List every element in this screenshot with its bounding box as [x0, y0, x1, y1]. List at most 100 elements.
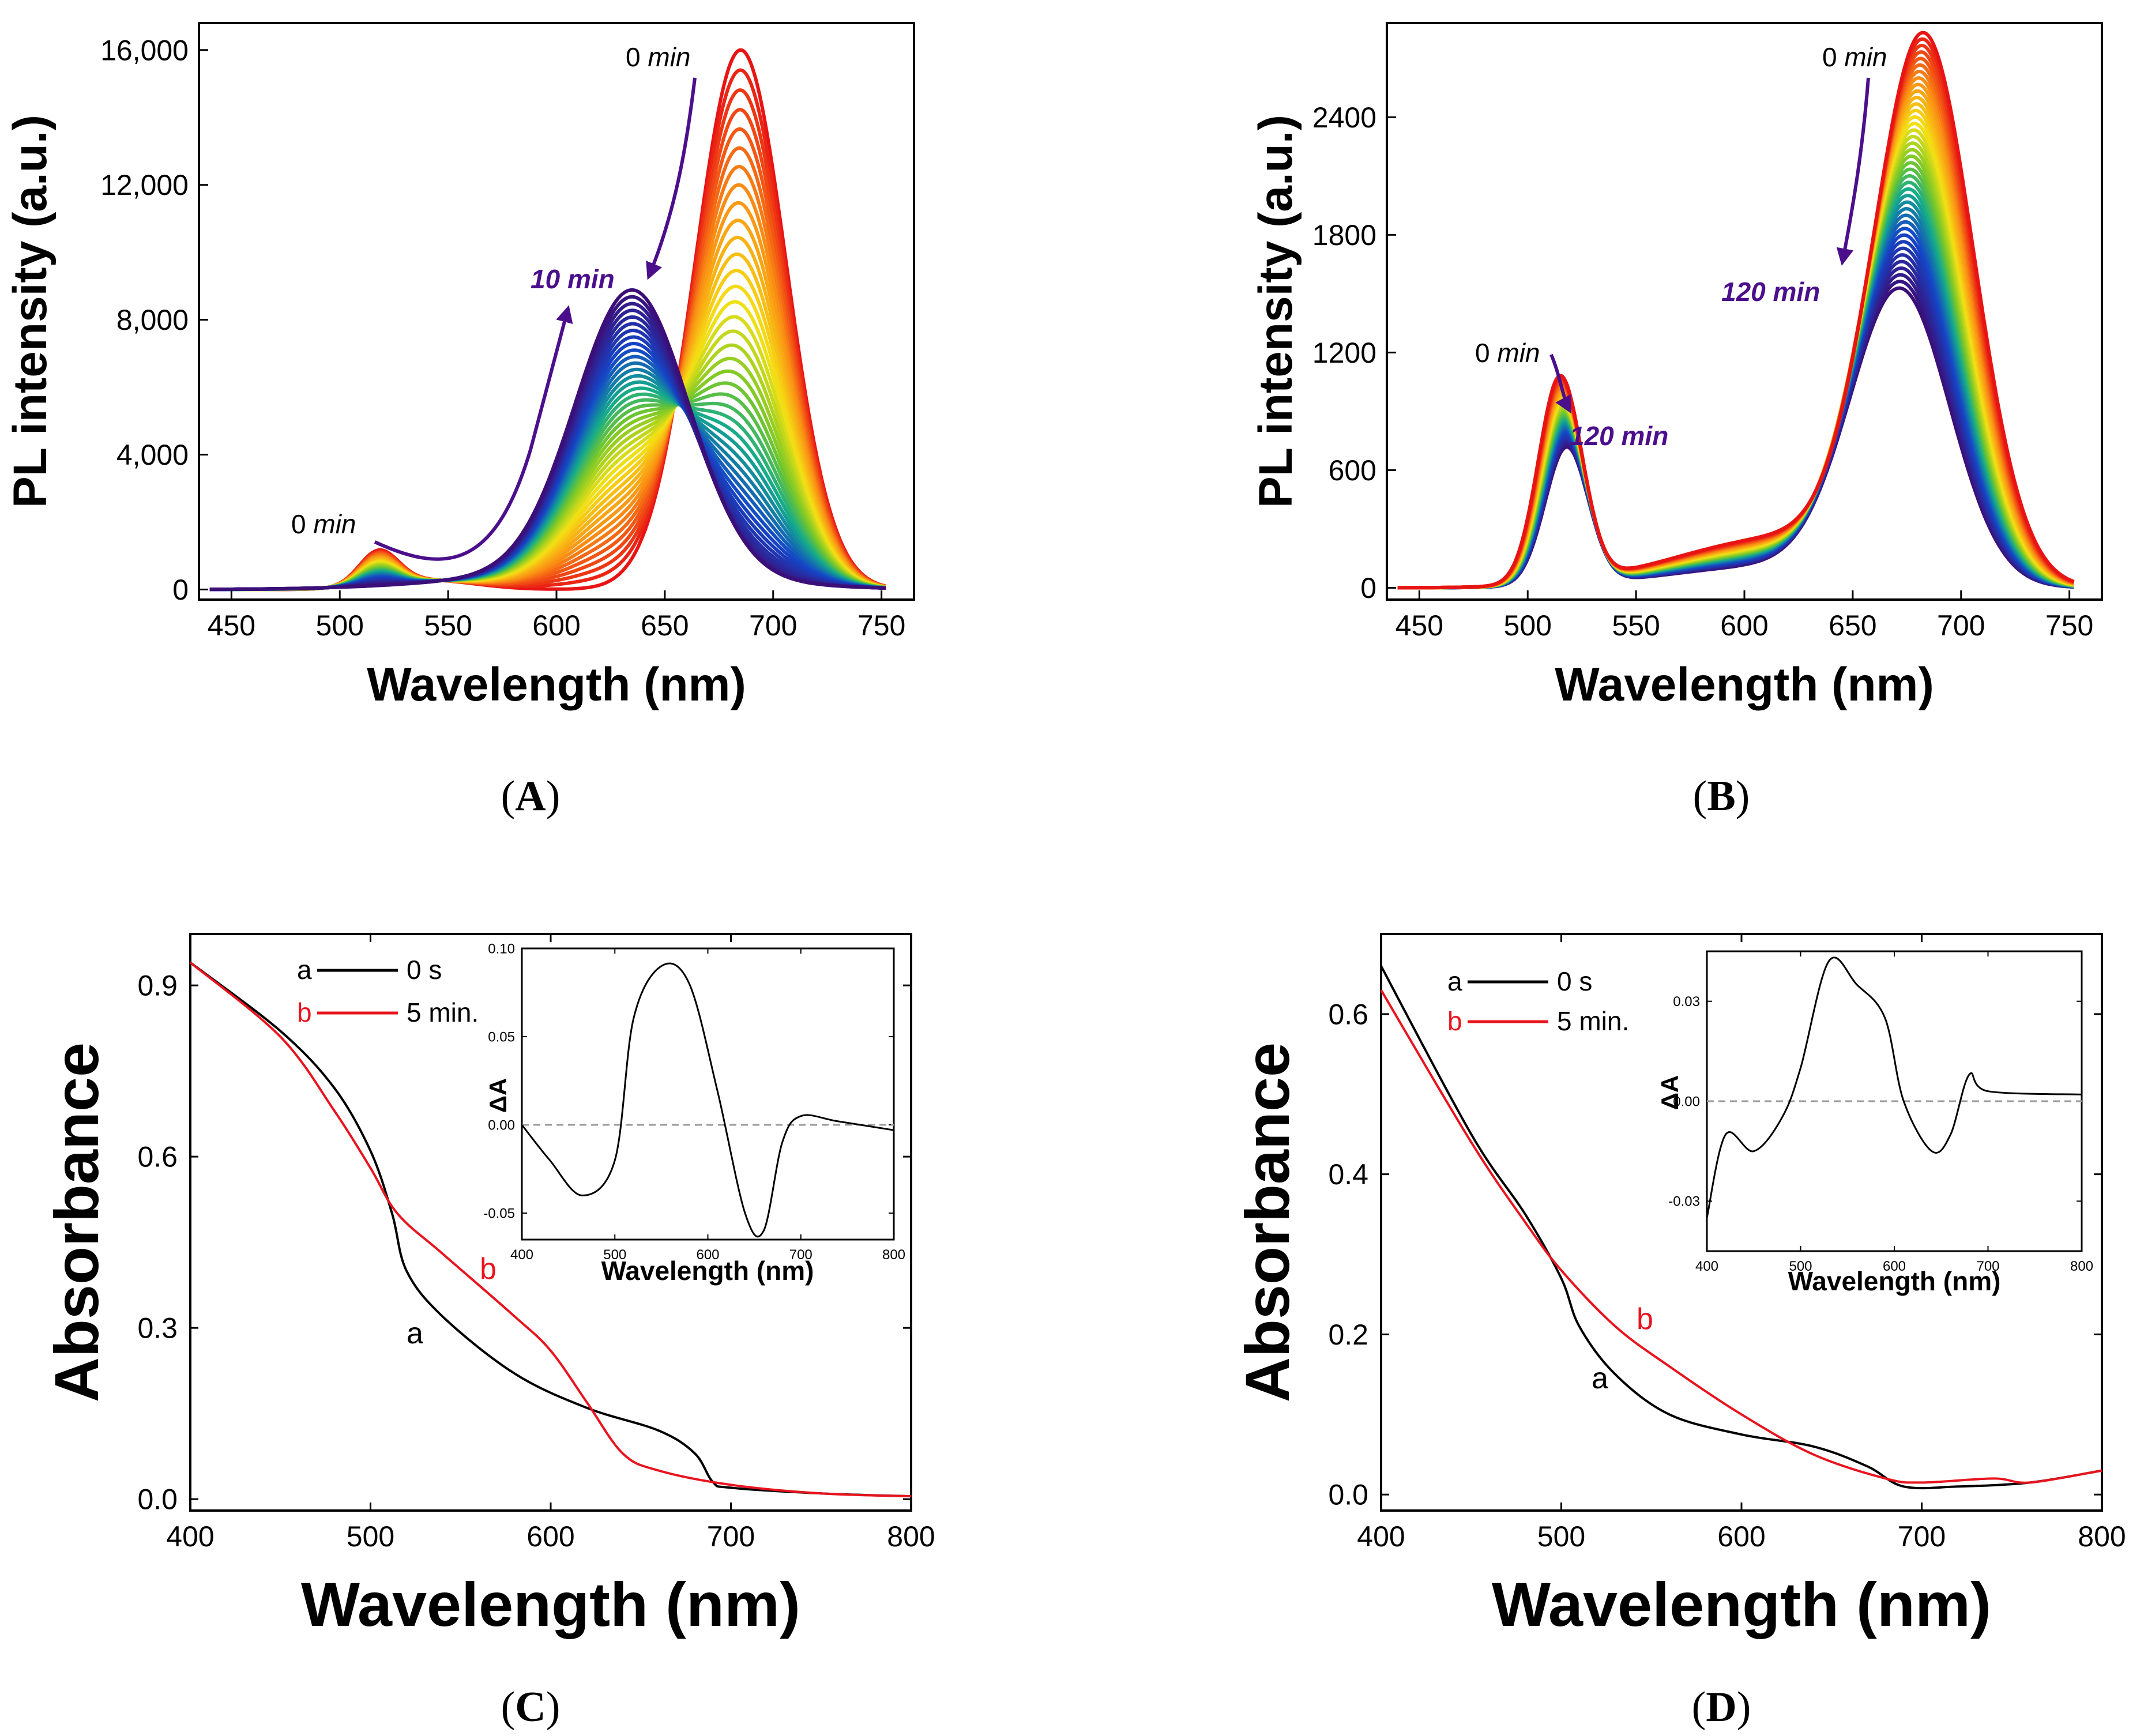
panel-c-label-close: ): [546, 1684, 561, 1731]
panel-b-label-open: (: [1693, 773, 1707, 820]
panel-a-xtick-label: 600: [532, 609, 580, 642]
panel-a-ytick-label: 16,000: [100, 34, 189, 66]
panel-a-ytick-label: 4,000: [116, 439, 189, 471]
panel-d-inset-series: [1706, 957, 2082, 1218]
panel-d-axes: 400 500 600 700 800 0.0 0.2 0.4 0.6: [1328, 934, 2126, 1553]
panel-b-label-letter: B: [1707, 773, 1735, 820]
panel-b-spectrum-line: [1397, 31, 2075, 590]
panel-b-ylabel: PL intensity (a.u.): [1250, 115, 1302, 508]
panel-a-ytick-label: 8,000: [116, 304, 189, 336]
panel-d-curve-label-a: a: [1592, 1362, 1608, 1395]
panel-d-series-a: [1380, 965, 2102, 1490]
panel-b-left-num: 0: [1475, 338, 1490, 368]
panel-d-legend-name-a: 0 s: [1557, 966, 1592, 996]
panel-b-ytick-label: 1800: [1312, 219, 1376, 251]
panel-b-left-end-label: 120 min: [1570, 421, 1668, 451]
panel-c-xtick-label: 400: [166, 1520, 214, 1553]
panel-d-inset-xlabel: Wavelength (nm): [1788, 1266, 2001, 1296]
panel-a: 450 500 550 600 650 700 750 0 4,000 8,000 12,000 16…: [4, 22, 915, 711]
panel-a-label: (A): [501, 773, 561, 820]
panel-c-inset-series: [521, 962, 894, 1238]
panel-b-ytick-label: 2400: [1312, 101, 1376, 134]
panel-d-inset-xtick-label: 800: [2070, 1259, 2093, 1274]
panel-d-ytick-label: 0.4: [1328, 1158, 1368, 1191]
panel-c-legend-key-a: a: [297, 955, 312, 985]
panel-c-curves: [189, 961, 912, 1498]
panel-a-start-num: 0: [291, 509, 306, 539]
panel-a-ylabel: PL intensity (a.u.): [4, 115, 57, 508]
panel-a-spectrum-line: [209, 288, 886, 592]
panel-d-inset-xtick-label: 500: [1789, 1259, 1812, 1274]
panel-d-ytick-label: 0.2: [1328, 1319, 1368, 1351]
panel-c-inset-xtick-label: 400: [510, 1247, 533, 1263]
panel-c-inset-xtick-label: 500: [603, 1247, 626, 1263]
panel-d-inset: 400 500 600 700 800 -0.03 0.00 0.03 Wavelength …: [1656, 950, 2093, 1296]
panel-d-inset-xtick-label: 400: [1695, 1259, 1718, 1274]
panel-b-axes: 450 500 550 600 650 700 750 0 600 1200 1800 2400: [1312, 101, 2094, 642]
panel-a-axes: 450 500 550 600 650 700 750 0 4,000 8,000 12,000 16…: [100, 34, 905, 642]
panel-a-xtick-label: 550: [424, 609, 472, 642]
panel-d-xtick-label: 800: [2078, 1520, 2126, 1553]
panel-c-legend-name-a: 0 s: [407, 955, 442, 985]
panel-d-legend-name-b: 5 min.: [1557, 1006, 1629, 1036]
panel-c-legend: a 0 s b 5 min.: [297, 955, 479, 1027]
panel-c-series-a: [189, 961, 912, 1498]
panel-c-inset-xlabel: Wavelength (nm): [601, 1256, 814, 1286]
panel-b-label-close: ): [1736, 773, 1750, 820]
panel-d-legend-key-a: a: [1447, 966, 1462, 996]
panel-c-series-b: [189, 961, 912, 1498]
panel-b-xtick-label: 600: [1720, 609, 1768, 642]
panel-b-xtick-label: 550: [1612, 609, 1660, 642]
panel-b-arrow-peak1: [1549, 353, 1571, 414]
panel-c-ytick-label: 0.3: [137, 1312, 178, 1345]
panel-b-xtick-label: 500: [1504, 609, 1552, 642]
panel-b-spectra: [1397, 31, 2075, 590]
panel-c-xtick-label: 700: [707, 1520, 755, 1553]
panel-c-inset-xtick-label: 600: [696, 1247, 719, 1263]
panel-b-top-unit: min: [1844, 42, 1887, 72]
panel-d-label: (D): [1692, 1684, 1751, 1731]
panel-a-top-unit: min: [648, 42, 690, 72]
panel-b-xtick-label: 650: [1829, 609, 1876, 642]
panel-a-mid-num: 10: [531, 264, 561, 294]
panel-c-curve-label-a: a: [407, 1317, 423, 1350]
panel-c-inset-ylabel: ΔA: [484, 1078, 511, 1113]
panel-c-inset: 400 500 600 700 800 -0.05 0.00 0.05 0.10 Wavelen…: [483, 941, 905, 1286]
panel-a-xlabel: Wavelength (nm): [367, 658, 746, 711]
panel-c-axes: 400 500 600 700 800 0.0 0.3 0.6 0.9: [137, 934, 935, 1553]
panel-c-legend-name-b: 5 min.: [407, 997, 479, 1027]
panel-a-arrow-fall: [646, 77, 697, 280]
panel-b-xlabel: Wavelength (nm): [1555, 658, 1934, 711]
panel-c-xtick-label: 800: [887, 1520, 935, 1553]
panel-d-label-open: (: [1692, 1684, 1706, 1731]
panel-a-label-close: ): [546, 773, 561, 820]
panel-c-ylabel: Absorbance: [42, 1042, 111, 1402]
panel-c-label-letter: C: [515, 1684, 546, 1731]
panel-d-inset-ytick-label: -0.03: [1668, 1194, 1700, 1210]
panel-c-inset-xtick-label: 700: [789, 1247, 813, 1263]
panel-d-ytick-label: 0.6: [1328, 998, 1368, 1030]
panel-b-top-num: 0: [1822, 42, 1837, 72]
panel-c-inset-ytick-label: 0.10: [488, 941, 515, 957]
panel-d-inset-xtick-label: 600: [1883, 1259, 1906, 1274]
panel-c-curve-label-b: b: [480, 1252, 496, 1286]
panel-d-xtick-label: 700: [1898, 1520, 1946, 1553]
panel-c-ytick-label: 0.6: [137, 1141, 178, 1173]
panel-a-label-letter: A: [515, 773, 546, 820]
panel-b-arrow-peak2: [1836, 77, 1870, 266]
panel-d-ytick-label: 0.0: [1328, 1479, 1368, 1511]
panel-a-start-label: 0 min: [291, 509, 356, 539]
panel-c-xtick-label: 500: [347, 1520, 394, 1553]
panel-d-inset-axes: 400 500 600 700 800 -0.03 0.00 0.03: [1668, 951, 2093, 1274]
panel-d-xtick-label: 500: [1537, 1520, 1585, 1553]
panel-c-inset-axes: 400 500 600 700 800 -0.05 0.00 0.05 0.10: [483, 941, 905, 1263]
panel-c: 400 500 600 700 800 0.0 0.3 0.6 0.9 Wavelength (…: [42, 933, 935, 1639]
panel-b-left-label: 0 min: [1475, 338, 1540, 368]
panel-a-spectra: [209, 48, 887, 592]
panel-d-label-close: ): [1737, 1684, 1751, 1731]
panel-b-xtick-label: 750: [2045, 609, 2093, 642]
panel-d-curve-label-b: b: [1637, 1302, 1653, 1336]
panel-d-inset-ytick-label: 0.03: [1673, 994, 1700, 1010]
panel-d-legend: a 0 s b 5 min.: [1447, 966, 1629, 1036]
